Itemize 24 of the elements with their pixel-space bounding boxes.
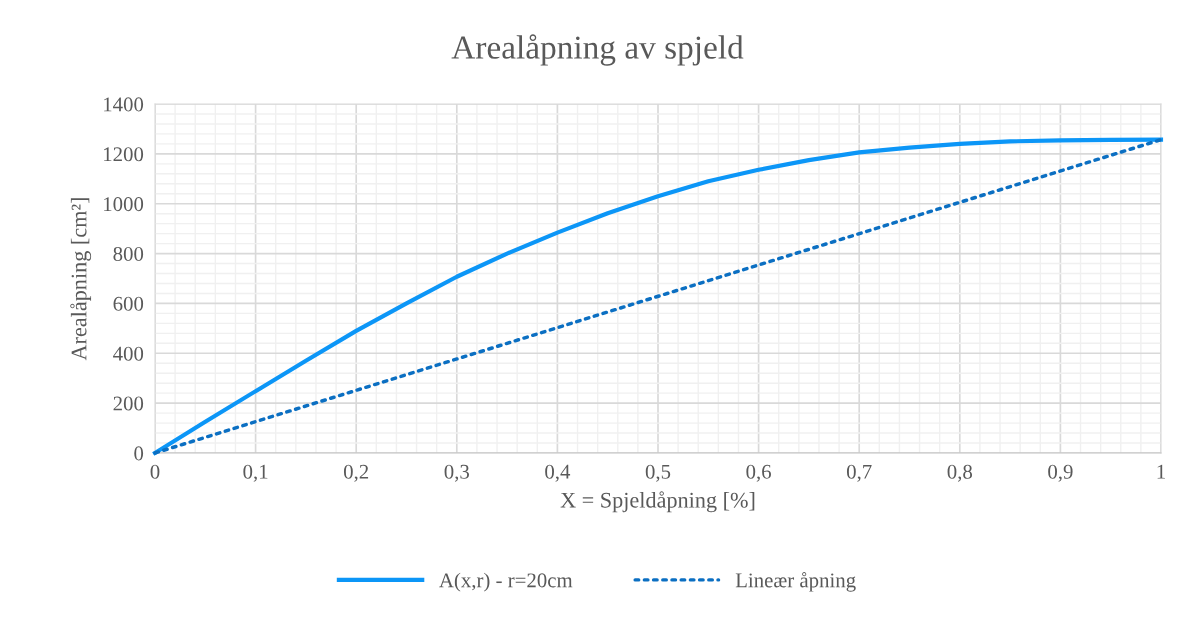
y-tick-label: 1000: [104, 197, 144, 212]
x-tick-label: 0,5: [645, 464, 671, 482]
x-axis-title: X = Spjeldåpning [%]: [560, 491, 755, 513]
y-tick-label: 800: [113, 246, 144, 261]
x-tick-label: 0,7: [846, 464, 872, 482]
y-tick-label: 0: [134, 446, 144, 461]
x-tick-label: 0,9: [1048, 464, 1073, 482]
x-tick-label: 0,4: [545, 464, 571, 482]
y-axis-title: Arealåpning [cm²]: [70, 198, 92, 361]
x-tick-label: 0,8: [947, 464, 973, 482]
y-tick-label: 1200: [104, 147, 144, 162]
legend-label: A(x,r) - r=20cm: [439, 572, 573, 592]
x-tick-label: 0,2: [343, 464, 369, 482]
y-tick-label: 1400: [104, 97, 144, 112]
x-tick-label: 0,6: [746, 464, 771, 482]
x-tick-label: 0,3: [444, 464, 470, 482]
x-tick-label: 0: [150, 464, 160, 479]
x-tick-label: 1: [1157, 464, 1165, 479]
legend-label: Lineær åpning: [735, 572, 856, 592]
x-tick-label: 0,1: [243, 464, 268, 482]
chart-title: Arealåpning av spjeld: [451, 34, 744, 66]
y-tick-label: 600: [113, 296, 144, 311]
y-tick-label: 200: [113, 396, 144, 411]
y-tick-label: 400: [113, 346, 144, 361]
